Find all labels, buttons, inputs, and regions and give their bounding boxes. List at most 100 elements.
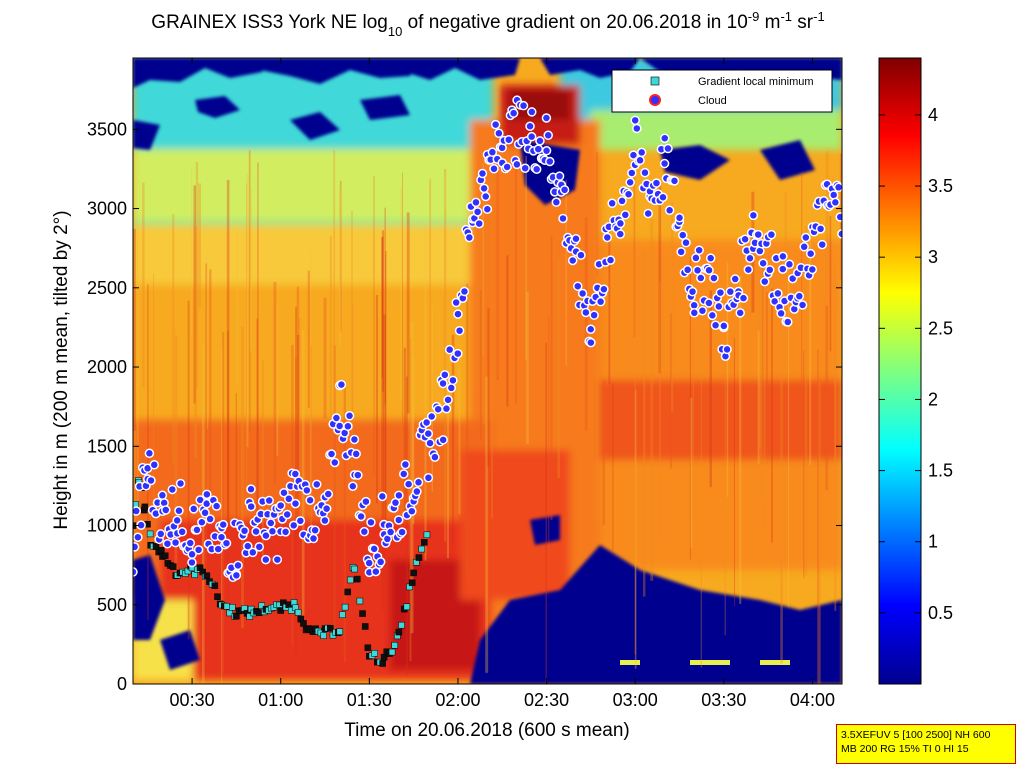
- cloud-marker: [643, 208, 653, 219]
- cloud-marker: [692, 265, 703, 276]
- cloud-marker: [664, 205, 675, 216]
- cloud-marker: [520, 163, 530, 173]
- cloud-marker: [487, 147, 498, 157]
- cloud-marker: [441, 403, 452, 414]
- cloud-marker: [471, 197, 481, 208]
- cloud-marker: [828, 190, 839, 200]
- gradient-minimum-marker: [214, 593, 221, 600]
- cloud-marker: [438, 435, 448, 445]
- gradient-minimum-marker: [277, 607, 284, 614]
- cloud-marker: [440, 370, 450, 380]
- chart-title: GRAINEX ISS3 York NE log10 of negative g…: [151, 9, 824, 39]
- cloud-marker: [459, 286, 470, 297]
- legend-marker-circle: [649, 94, 661, 106]
- gradient-minimum-marker: [388, 648, 396, 656]
- cloud-marker: [623, 189, 634, 200]
- cloud-marker: [438, 378, 448, 389]
- cloud-marker: [758, 258, 768, 269]
- legend: Gradient local minimum Cloud: [611, 69, 833, 113]
- colorbar-tick-label: 2: [928, 389, 938, 409]
- cloud-marker: [149, 460, 160, 470]
- cloud-marker: [502, 162, 512, 172]
- gradient-minimum-marker: [141, 503, 149, 511]
- cloud-marker: [773, 288, 783, 299]
- cloud-marker: [794, 291, 805, 301]
- cloud-marker: [390, 497, 401, 508]
- cloud-marker: [264, 495, 274, 506]
- x-tick-label: 03:00: [613, 690, 658, 710]
- cloud-marker: [704, 265, 714, 275]
- cloud-marker: [261, 554, 271, 565]
- cloud-marker: [526, 131, 537, 142]
- cloud-marker: [275, 500, 286, 511]
- cloud-marker: [615, 229, 626, 239]
- gradient-minimum-marker: [211, 582, 219, 590]
- info-box: 3.5XEFUV 5 [100 2500] NH 600 MB 200 RG 1…: [836, 724, 1016, 764]
- cloud-marker: [628, 150, 639, 160]
- gradient-minimum-marker: [423, 531, 431, 539]
- cloud-marker: [162, 538, 173, 549]
- gradient-minimum-marker: [359, 610, 366, 617]
- gradient-minimum-marker: [327, 624, 334, 632]
- gradient-minimum-marker: [364, 644, 372, 651]
- cloud-marker: [385, 527, 396, 537]
- cloud-marker: [681, 237, 691, 248]
- cloud-marker: [254, 542, 265, 552]
- cloud-marker: [660, 133, 670, 143]
- cloud-marker: [525, 121, 535, 132]
- gradient-minimum-marker: [294, 609, 302, 616]
- cloud-marker: [369, 544, 379, 554]
- cloud-marker: [765, 265, 775, 275]
- cloud-marker: [351, 449, 361, 459]
- x-tick-label: 01:00: [258, 690, 303, 710]
- cloud-marker: [246, 484, 256, 494]
- cloud-marker: [576, 250, 586, 260]
- cloud-marker: [280, 527, 291, 537]
- x-tick-label: 02:30: [524, 690, 569, 710]
- cloud-marker: [615, 218, 626, 229]
- legend-marker-square: [650, 76, 660, 86]
- cloud-marker: [349, 434, 360, 445]
- cloud-marker: [174, 505, 184, 516]
- cloud-marker: [696, 273, 706, 283]
- cloud-marker: [356, 511, 366, 522]
- cloud-marker: [407, 506, 417, 516]
- cloud-marker: [320, 515, 330, 526]
- y-tick-label: 500: [97, 595, 127, 615]
- cloud-marker: [620, 210, 631, 220]
- y-tick-label: 1500: [87, 436, 127, 456]
- cloud-marker: [494, 128, 504, 139]
- cloud-marker: [326, 449, 337, 459]
- cloud-marker: [480, 191, 491, 202]
- cloud-marker: [261, 530, 271, 541]
- y-axis-label: Height in m (200 m mean, tilted by 2°): [51, 210, 72, 529]
- cloud-marker: [430, 452, 440, 462]
- cloud-marker: [586, 337, 596, 348]
- cloud-marker: [364, 558, 374, 568]
- cloud-marker: [554, 171, 565, 181]
- cloud-marker: [412, 486, 422, 497]
- y-tick-label: 0: [117, 674, 127, 694]
- gradient-minimum-marker: [361, 623, 369, 630]
- cloud-marker: [636, 147, 647, 158]
- gradient-minimum-marker: [391, 642, 398, 649]
- cloud-marker: [635, 155, 645, 166]
- colorbar-tick-label: 4: [928, 105, 938, 125]
- cloud-marker: [464, 232, 475, 243]
- cloud-marker: [658, 192, 668, 203]
- cloud-marker: [193, 545, 204, 555]
- cloud-marker: [200, 508, 210, 518]
- cloud-marker: [572, 281, 583, 291]
- cloud-marker: [310, 525, 320, 535]
- cloud-marker: [133, 567, 138, 577]
- cloud-marker: [218, 519, 228, 530]
- cloud-marker: [290, 498, 301, 509]
- cloud-marker: [284, 494, 294, 504]
- cloud-marker: [233, 560, 243, 571]
- cloud-marker: [541, 113, 552, 123]
- cloud-marker: [682, 265, 693, 275]
- cloud-marker: [425, 438, 435, 448]
- cloud-marker: [759, 276, 770, 287]
- cloud-marker: [295, 516, 306, 526]
